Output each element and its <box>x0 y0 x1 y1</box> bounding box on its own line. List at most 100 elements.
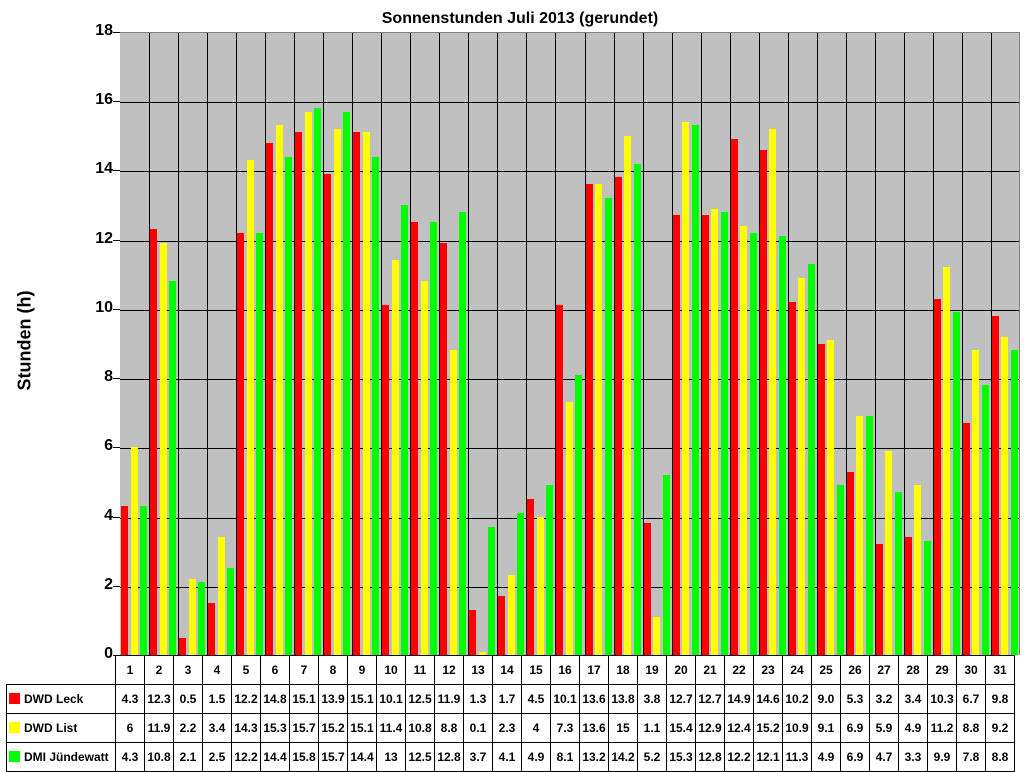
bar-dmi-j-ndewatt-day-29 <box>953 312 960 655</box>
bar-dwd-leck-day-12 <box>440 243 447 655</box>
chart-title: Sonnenstunden Juli 2013 (gerundet) <box>381 10 659 27</box>
table-cell: 15.7 <box>318 742 348 772</box>
bar-dmi-j-ndewatt-day-4 <box>227 568 234 655</box>
bar-dmi-j-ndewatt-day-28 <box>924 540 931 655</box>
table-cell: 9.8 <box>985 684 1015 714</box>
table-header-day: 27 <box>869 655 899 685</box>
bar-dwd-list-day-4 <box>218 537 225 655</box>
bar-dwd-list-day-12 <box>450 350 457 655</box>
bar-dwd-list-day-26 <box>856 416 863 655</box>
table-row: DWD List 6 11.9 2.2 3.4 14.3 15.3 15.7 15.2 15.1 1… <box>6 713 1015 743</box>
bar-dmi-j-ndewatt-day-30 <box>982 385 989 655</box>
category-divider <box>701 33 702 655</box>
bar-dwd-leck-day-10 <box>382 305 389 655</box>
table-cell: 4.5 <box>521 684 551 714</box>
legend-swatch-icon <box>9 751 20 762</box>
y-tick-label: 18 <box>95 22 113 39</box>
gridline <box>120 171 1019 173</box>
category-divider <box>962 33 963 655</box>
table-header-day: 29 <box>927 655 957 685</box>
table-cell: 8.8 <box>956 713 986 743</box>
category-divider <box>585 33 586 655</box>
table-header-day: 20 <box>666 655 696 685</box>
y-tick-label: 12 <box>95 229 113 247</box>
category-divider <box>294 33 295 655</box>
category-divider <box>410 33 411 655</box>
legend-label: DWD Leck <box>24 692 84 706</box>
category-divider <box>207 33 208 655</box>
table-header-day: 23 <box>753 655 783 685</box>
table-cell: 10.8 <box>144 742 174 772</box>
category-divider <box>991 33 992 655</box>
table-cell: 4.3 <box>115 684 145 714</box>
bar-dwd-list-day-30 <box>972 350 979 655</box>
table-header-day: 15 <box>521 655 551 685</box>
table-cell: 3.4 <box>898 684 928 714</box>
bar-dmi-j-ndewatt-day-6 <box>285 156 292 655</box>
bar-dwd-list-day-27 <box>885 450 892 655</box>
bar-dmi-j-ndewatt-day-20 <box>692 125 699 655</box>
table-cell: 15.2 <box>753 713 783 743</box>
y-tick-label: 0 <box>104 645 113 662</box>
category-divider <box>236 33 237 655</box>
bar-dwd-list-day-15 <box>537 516 544 655</box>
table-cell: 12.5 <box>405 684 435 714</box>
bar-dwd-list-day-22 <box>740 225 747 655</box>
table-cell: 1.1 <box>637 713 667 743</box>
bar-dwd-list-day-1 <box>131 447 138 655</box>
y-tick-mark <box>113 585 120 587</box>
bar-dwd-list-day-25 <box>827 340 834 655</box>
bar-dwd-leck-day-13 <box>469 610 476 655</box>
table-cell: 12.9 <box>695 713 725 743</box>
category-divider <box>497 33 498 655</box>
table-cell: 11.3 <box>782 742 812 772</box>
y-tick-label: 14 <box>95 160 113 178</box>
bar-dmi-j-ndewatt-day-26 <box>866 416 873 655</box>
table-cell: 3.4 <box>202 713 232 743</box>
bar-dwd-list-day-17 <box>595 184 602 655</box>
table-cell: 2.3 <box>492 713 522 743</box>
bar-dwd-leck-day-15 <box>527 499 534 655</box>
bar-dwd-leck-day-31 <box>992 315 999 655</box>
bar-dwd-leck-day-29 <box>934 298 941 655</box>
table-row: DMI Jündewatt 4.3 10.8 2.1 2.5 12.2 14.4 15.8 15… <box>6 742 1015 772</box>
gridline <box>120 309 1019 311</box>
table-cell: 5.3 <box>840 684 870 714</box>
bar-dmi-j-ndewatt-day-3 <box>198 582 205 655</box>
bar-dwd-leck-day-26 <box>847 471 854 655</box>
bar-dwd-list-day-21 <box>711 208 718 655</box>
legend-label: DMI Jündewatt <box>24 750 109 764</box>
table-cell: 9.1 <box>811 713 841 743</box>
bar-dwd-leck-day-20 <box>673 215 680 655</box>
bar-dwd-leck-day-3 <box>179 637 186 655</box>
gridline <box>120 102 1019 104</box>
table-cell: 12.8 <box>695 742 725 772</box>
table-cell: 14.8 <box>260 684 290 714</box>
table-header-day: 22 <box>724 655 754 685</box>
table-cell: 4 <box>521 713 551 743</box>
table-cell: 3.3 <box>898 742 928 772</box>
category-divider <box>933 33 934 655</box>
bar-dmi-j-ndewatt-day-10 <box>401 205 408 655</box>
table-cell: 15.4 <box>666 713 696 743</box>
bar-dmi-j-ndewatt-day-24 <box>808 263 815 655</box>
bar-dwd-list-day-23 <box>769 128 776 655</box>
bar-dwd-leck-day-22 <box>731 139 738 655</box>
table-cell: 12.2 <box>231 684 261 714</box>
table-cell: 4.9 <box>811 742 841 772</box>
bar-dwd-list-day-16 <box>566 402 573 655</box>
table-header-day: 6 <box>260 655 290 685</box>
bar-dmi-j-ndewatt-day-2 <box>169 281 176 655</box>
category-divider <box>904 33 905 655</box>
bar-dwd-leck-day-18 <box>615 177 622 655</box>
table-cell: 2.2 <box>173 713 203 743</box>
table-cell: 4.3 <box>115 742 145 772</box>
bar-dmi-j-ndewatt-day-5 <box>256 232 263 655</box>
table-header-day: 5 <box>231 655 261 685</box>
table-cell: 0.1 <box>463 713 493 743</box>
bar-dwd-list-day-18 <box>624 135 631 655</box>
table-row: DWD Leck 4.3 12.3 0.5 1.5 12.2 14.8 15.1 13.9 15.… <box>6 684 1015 714</box>
category-divider <box>468 33 469 655</box>
table-cell: 1.3 <box>463 684 493 714</box>
legend-entry: DWD List <box>6 713 116 743</box>
